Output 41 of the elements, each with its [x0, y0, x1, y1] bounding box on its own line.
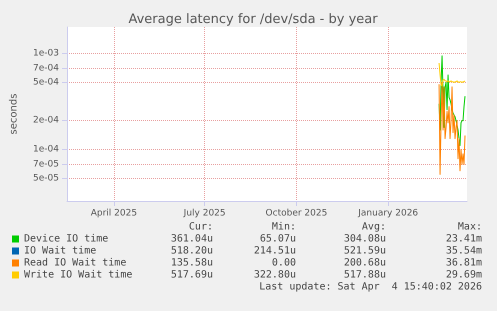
text: 214.51u	[254, 246, 296, 256]
text: 322.80u	[254, 270, 296, 280]
legend-label: Device IO time	[24, 234, 108, 244]
text: 304.08u	[344, 234, 386, 244]
y-tick-label: 5e-05	[33, 173, 59, 184]
y-axis-title: seconds	[8, 94, 20, 134]
y-tick-label: 1e-03	[33, 48, 59, 59]
legend-label: Read IO Wait time	[24, 258, 126, 268]
text: 135.58u	[170, 258, 213, 268]
text: Cur:	[188, 222, 213, 232]
text: Min:	[272, 222, 296, 232]
text: 0.00	[272, 258, 296, 268]
x-tick-label: April 2025	[90, 208, 138, 218]
y-tick-label: 1e-04	[33, 144, 60, 154]
text: Last update: Sat Apr 4 15:40:02 2026	[259, 282, 482, 292]
text: 518.20u	[170, 246, 213, 256]
chart-title: Average latency for /dev/sda - by year	[128, 12, 378, 27]
x-tick-label: July 2025	[182, 208, 226, 218]
y-tick-label: 5e-04	[33, 78, 60, 88]
text: 23.41m	[446, 234, 482, 244]
text: 35.54m	[446, 246, 482, 256]
legend-label: Write IO Wait time	[24, 270, 132, 280]
y-tick-label: 7e-04	[33, 64, 60, 74]
text: 200.68u	[344, 258, 386, 268]
line-series	[438, 62, 466, 87]
y-tick-label: 7e-05	[33, 159, 59, 170]
text: 517.88u	[344, 270, 386, 280]
text: 65.07u	[260, 234, 296, 244]
text: 521.59u	[344, 246, 386, 256]
x-tick-label: January 2026	[357, 208, 418, 218]
line-series	[438, 82, 466, 175]
text: 36.81m	[446, 258, 482, 268]
text: Max:	[458, 222, 482, 232]
text: Avg:	[362, 222, 386, 232]
text: 361.04u	[170, 234, 213, 244]
x-tick-label: October 2025	[266, 208, 328, 218]
line-series	[438, 55, 466, 146]
legend-label: IO Wait time	[24, 246, 96, 256]
text: 517.69u	[170, 270, 213, 280]
y-tick-label: 2e-04	[33, 116, 60, 126]
text: 29.69m	[446, 270, 482, 280]
